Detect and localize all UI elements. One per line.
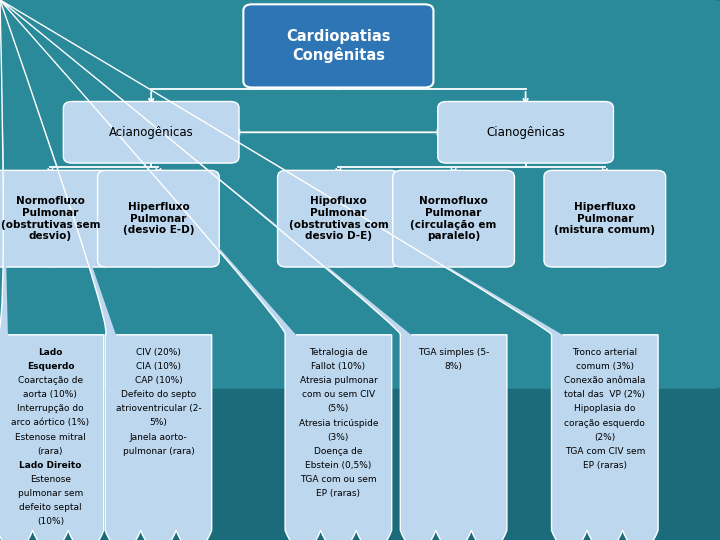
Text: Estenose mitral: Estenose mitral [15, 433, 86, 442]
FancyBboxPatch shape [277, 171, 399, 267]
Text: Atresia tricúspide: Atresia tricúspide [299, 418, 378, 428]
Text: 8%): 8%) [445, 362, 462, 372]
FancyBboxPatch shape [438, 102, 613, 163]
Text: (2%): (2%) [594, 433, 616, 442]
Text: Hipoplasia do: Hipoplasia do [574, 404, 636, 414]
FancyBboxPatch shape [393, 171, 514, 267]
Text: Cardiopatias
Congênitas: Cardiopatias Congênitas [286, 29, 391, 63]
Text: Tetralogia de: Tetralogia de [309, 348, 368, 357]
Text: com ou sem CIV: com ou sem CIV [302, 390, 375, 400]
Text: Normofluxo
Pulmonar
(obstrutivas sem
desvio): Normofluxo Pulmonar (obstrutivas sem des… [1, 197, 100, 241]
PathPatch shape [0, 335, 104, 540]
Text: EP (raras): EP (raras) [582, 461, 627, 470]
PathPatch shape [552, 335, 658, 540]
Text: Hipofluxo
Pulmonar
(obstrutivas com
desvio D-E): Hipofluxo Pulmonar (obstrutivas com desv… [289, 197, 388, 241]
Text: Tronco arterial: Tronco arterial [572, 348, 637, 357]
Text: total das  VP (2%): total das VP (2%) [564, 390, 645, 400]
Text: Lado: Lado [38, 348, 63, 357]
Text: (rara): (rara) [37, 447, 63, 456]
Text: 5%): 5%) [150, 418, 167, 428]
Text: Janela aorto-: Janela aorto- [130, 433, 187, 442]
Text: Acianogênicas: Acianogênicas [109, 126, 194, 139]
Text: CIV (20%): CIV (20%) [136, 348, 181, 357]
Text: Atresia pulmonar: Atresia pulmonar [300, 376, 377, 386]
Text: Interrupção do: Interrupção do [17, 404, 84, 414]
FancyBboxPatch shape [544, 171, 665, 267]
Text: Fallot (10%): Fallot (10%) [311, 362, 366, 372]
Text: aorta (10%): aorta (10%) [24, 390, 77, 400]
Text: defeito septal: defeito septal [19, 503, 81, 512]
Text: (3%): (3%) [328, 433, 349, 442]
Text: Defeito do septo: Defeito do septo [121, 390, 196, 400]
Text: Ebstein (0,5%): Ebstein (0,5%) [305, 461, 372, 470]
Text: pulmonar (rara): pulmonar (rara) [122, 447, 194, 456]
Text: arco aórtico (1%): arco aórtico (1%) [12, 418, 89, 428]
FancyBboxPatch shape [0, 171, 111, 267]
Text: TGA com CIV sem: TGA com CIV sem [564, 447, 645, 456]
Text: Doença de: Doença de [314, 447, 363, 456]
Text: Hiperfluxo
Pulmonar
(mistura comum): Hiperfluxo Pulmonar (mistura comum) [554, 202, 655, 235]
Text: Hiperfluxo
Pulmonar
(desvio E-D): Hiperfluxo Pulmonar (desvio E-D) [122, 202, 194, 235]
FancyBboxPatch shape [98, 171, 220, 267]
Text: CAP (10%): CAP (10%) [135, 376, 182, 386]
Text: comum (3%): comum (3%) [576, 362, 634, 372]
Text: Normofluxo
Pulmonar
(circulação em
paralelo): Normofluxo Pulmonar (circulação em paral… [410, 197, 497, 241]
PathPatch shape [400, 335, 507, 540]
Text: pulmonar sem: pulmonar sem [18, 489, 83, 498]
Text: TGA com ou sem: TGA com ou sem [300, 475, 377, 484]
Text: Esquerdo: Esquerdo [27, 362, 74, 372]
Text: Coarctação de: Coarctação de [18, 376, 83, 386]
Text: CIA (10%): CIA (10%) [136, 362, 181, 372]
Text: (5%): (5%) [328, 404, 349, 414]
PathPatch shape [105, 335, 212, 540]
Text: Lado Direito: Lado Direito [19, 461, 81, 470]
Text: TGA simples (5-: TGA simples (5- [418, 348, 490, 357]
Text: atrioventricular (2-: atrioventricular (2- [116, 404, 201, 414]
Text: Cianogênicas: Cianogênicas [486, 126, 565, 139]
Text: Estenose: Estenose [30, 475, 71, 484]
PathPatch shape [285, 335, 392, 540]
Text: EP (raras): EP (raras) [316, 489, 361, 498]
Text: coração esquerdo: coração esquerdo [564, 418, 645, 428]
Text: (10%): (10%) [37, 517, 64, 526]
Text: Conexão anômala: Conexão anômala [564, 376, 646, 386]
FancyBboxPatch shape [63, 102, 239, 163]
FancyBboxPatch shape [0, 0, 720, 389]
FancyBboxPatch shape [243, 4, 433, 87]
